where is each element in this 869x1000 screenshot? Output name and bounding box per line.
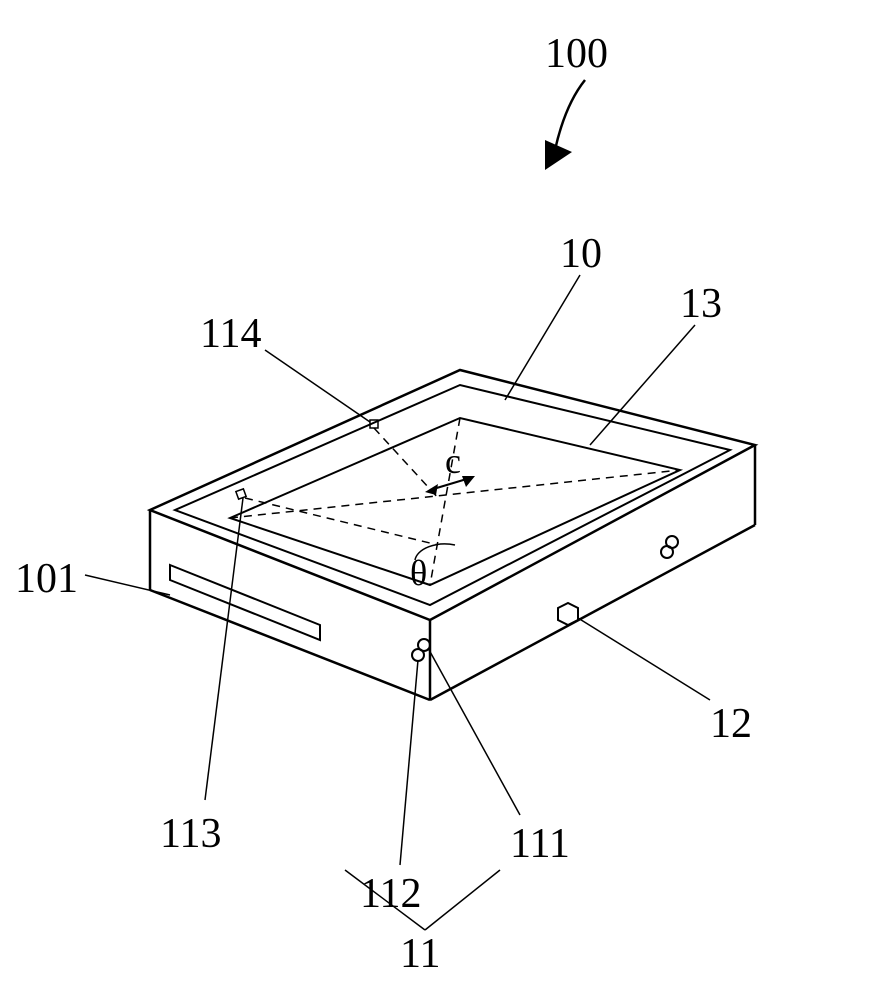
- label-10: 10: [560, 230, 602, 278]
- hexagon-12: [558, 603, 578, 625]
- label-11: 11: [400, 930, 440, 978]
- label-12: 12: [710, 700, 752, 748]
- label-101: 101: [15, 555, 78, 603]
- label-13: 13: [680, 280, 722, 328]
- marker-113: [236, 489, 246, 499]
- leader-114: [265, 350, 370, 422]
- hole-right-top: [666, 536, 678, 548]
- leader-111: [428, 648, 520, 815]
- arrow-100-curve: [555, 80, 585, 150]
- leader-11-right: [425, 870, 500, 930]
- leader-113: [205, 498, 243, 800]
- c-arrow-head-left: [425, 484, 438, 495]
- label-theta: θ: [410, 552, 427, 594]
- label-100: 100: [545, 30, 608, 78]
- slot-101: [170, 565, 320, 640]
- box-bottom-right: [430, 525, 755, 700]
- c-arrow-head-right: [462, 476, 475, 487]
- arrow-100-head: [545, 140, 572, 170]
- label-113: 113: [160, 810, 221, 858]
- leader-12: [578, 618, 710, 700]
- dash-113-theta: [245, 498, 438, 545]
- leader-101: [85, 575, 170, 595]
- label-112: 112: [360, 870, 421, 918]
- technical-diagram: [0, 0, 869, 1000]
- box-bottom-left: [150, 590, 430, 700]
- outer-top-rim: [150, 370, 755, 620]
- leader-10: [505, 275, 580, 400]
- label-111: 111: [510, 820, 570, 868]
- label-114: 114: [200, 310, 261, 358]
- label-c: c: [445, 440, 461, 482]
